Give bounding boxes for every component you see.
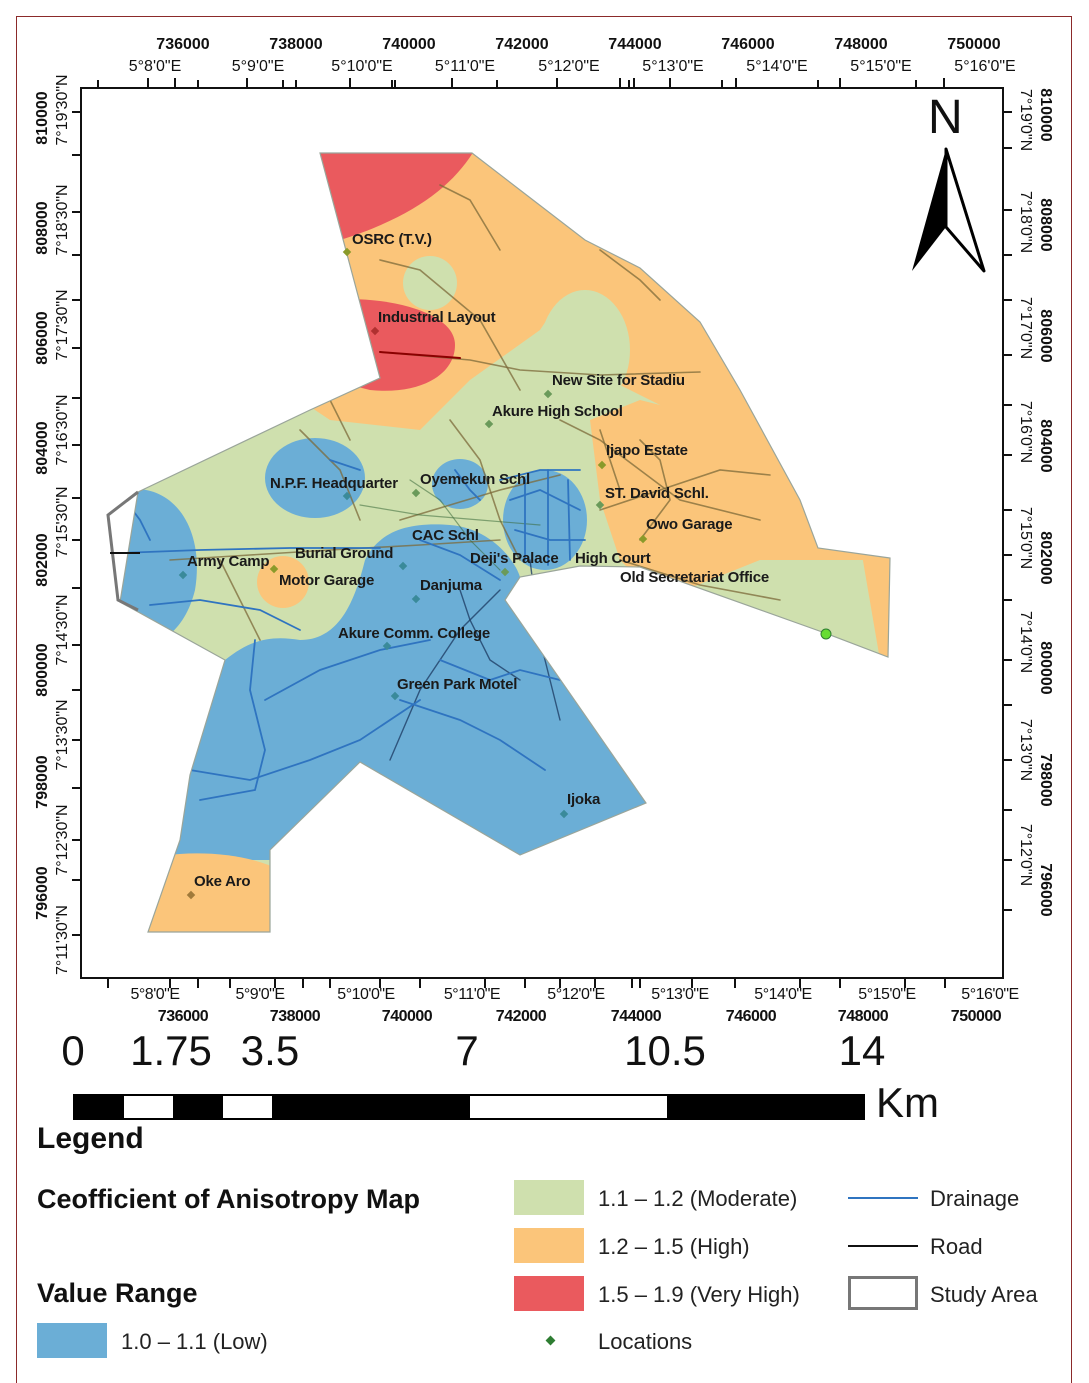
legend-label-moderate: 1.1 – 1.2 (Moderate) — [598, 1186, 798, 1211]
scale-label: 10.5 — [624, 1027, 706, 1074]
tick-label: 5°11'0"E — [443, 986, 501, 1003]
tick-label: 748000 — [837, 1008, 889, 1025]
place-label: Oyemekun Schl — [420, 471, 530, 488]
tick-label: 5°10'0"E — [337, 986, 395, 1003]
tick-label: 5°16'0"E — [954, 58, 1016, 75]
place-label: Akure High School — [492, 403, 623, 420]
tick-label: 750000 — [950, 1008, 1002, 1025]
place-label: Akure Comm. College — [338, 625, 491, 642]
drainage-line-icon — [848, 1197, 918, 1199]
tick-label: 5°9'0"E — [231, 58, 285, 75]
anisotropy-surface — [120, 153, 890, 932]
place-label: Army Camp — [187, 553, 270, 570]
place-label: Ijoka — [567, 791, 601, 808]
place-label: N.P.F. Headquarter — [270, 475, 398, 492]
place-label: ST. David Schl. — [605, 485, 709, 502]
tick-label: 736000 — [156, 36, 210, 53]
legend-label-drainage: Drainage — [930, 1186, 1020, 1211]
tick-label: 5°16'0"E — [961, 986, 1019, 1003]
legend-swatch-high — [514, 1228, 584, 1263]
place-label: Oke Aro — [194, 873, 251, 890]
legend-swatch-moderate — [514, 1180, 584, 1215]
tick-label: 744000 — [610, 1008, 662, 1025]
legend-label-low: 1.0 – 1.1 (Low) — [121, 1329, 268, 1354]
place-label: New Site for Stadiu — [552, 372, 685, 389]
tick-label: 750000 — [947, 36, 1001, 53]
place-label: Industrial Layout — [378, 309, 496, 326]
scale-label: 14 — [838, 1027, 886, 1074]
place-label: CAC Schl — [412, 527, 479, 544]
tick-label: 5°8'0"E — [128, 58, 182, 75]
study-area-outline — [119, 152, 891, 933]
place-label: Owo Garage — [646, 516, 733, 533]
legend-label-very-high: 1.5 – 1.9 (Very High) — [598, 1282, 800, 1307]
scale-label: 0 — [61, 1027, 85, 1074]
legend-map-title: Ceofficient of Anisotropy Map — [37, 1184, 420, 1214]
tick-label: 5°10'0"E — [331, 58, 393, 75]
north-arrow-icon — [912, 147, 986, 273]
tick-label: 5°12'0"E — [538, 58, 600, 75]
legend-swatch-low — [37, 1323, 107, 1358]
tick-label: 5°15'0"E — [850, 58, 912, 75]
place-label: Ijapo Estate — [606, 442, 688, 459]
tick-label: 5°15'0"E — [858, 986, 916, 1003]
legend-label-locations: Locations — [598, 1329, 693, 1354]
location-marker — [820, 628, 832, 640]
tick-label: 742000 — [495, 36, 549, 53]
tick-label: 746000 — [725, 1008, 777, 1025]
tick-label: 5°14'0"E — [754, 986, 812, 1003]
scale-unit: Km — [876, 1079, 939, 1126]
tick-label: 746000 — [721, 36, 775, 53]
scale-label: 3.5 — [240, 1027, 300, 1074]
study-area-boundary-west — [106, 490, 139, 612]
tick-label: 5°12'0"E — [547, 986, 605, 1003]
place-label: Burial Ground — [295, 545, 394, 562]
place-label: Green Park Motel — [397, 676, 518, 693]
tick-label: 748000 — [834, 36, 888, 53]
road-line-icon — [848, 1245, 918, 1247]
legend-label-study-area: Study Area — [930, 1282, 1038, 1307]
axis-ticks — [72, 78, 1012, 988]
legend-swatch-very-high — [514, 1276, 584, 1311]
tick-label: 5°8'0"E — [130, 986, 181, 1003]
scale-bar — [73, 1094, 865, 1120]
tick-label: 742000 — [495, 1008, 547, 1025]
study-area-box-icon — [848, 1276, 918, 1310]
legend-label-high: 1.2 – 1.5 (High) — [598, 1234, 750, 1259]
place-label: Danjuma — [420, 577, 482, 594]
tick-label: 5°9'0"E — [235, 986, 286, 1003]
legend-title: Legend — [37, 1122, 144, 1155]
place-label: High Court — [575, 550, 651, 567]
place-label: Old Secretariat Office — [620, 569, 769, 586]
tick-label: 740000 — [382, 36, 436, 53]
tick-label: 740000 — [381, 1008, 433, 1025]
place-label: Motor Garage — [279, 572, 375, 589]
tick-label: 744000 — [608, 36, 662, 53]
north-label: N — [928, 91, 963, 144]
legend-value-range-title: Value Range — [37, 1278, 198, 1308]
tick-label: 5°11'0"E — [434, 58, 496, 75]
place-label: Deji's Palace — [470, 550, 559, 567]
scale-label: 7 — [455, 1027, 479, 1074]
tick-label: 5°14'0"E — [746, 58, 808, 75]
scale-label: 1.75 — [130, 1027, 212, 1074]
tick-label: 5°13'0"E — [651, 986, 709, 1003]
tick-label: 736000 — [157, 1008, 209, 1025]
tick-label: 738000 — [269, 1008, 321, 1025]
map-canvas[interactable] — [80, 87, 1004, 979]
legend-label-road: Road — [930, 1234, 983, 1259]
tick-label: 5°13'0"E — [642, 58, 704, 75]
place-label: OSRC (T.V.) — [352, 231, 432, 248]
figure-frame — [16, 16, 1072, 1383]
tick-label: 738000 — [269, 36, 323, 53]
